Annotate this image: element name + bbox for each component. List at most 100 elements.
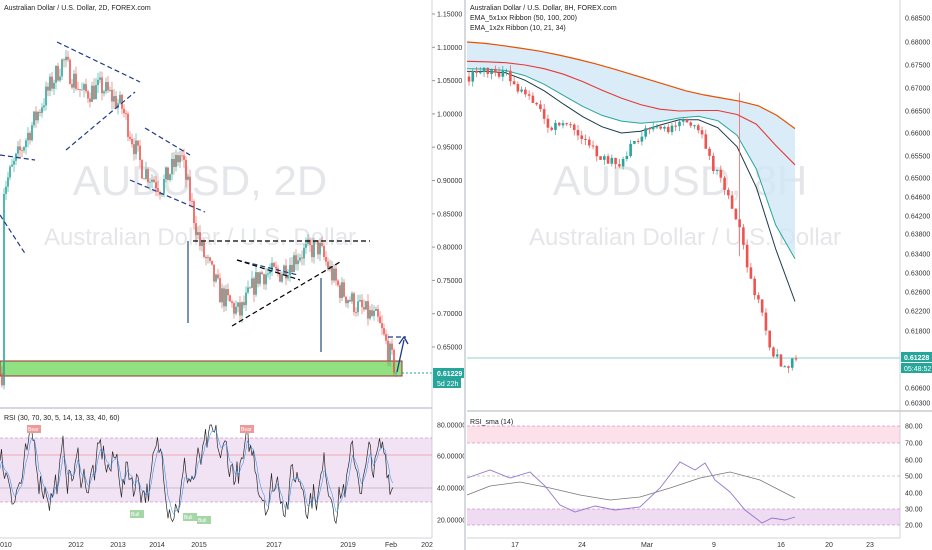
candle-body (760, 299, 764, 313)
candle-body (505, 70, 508, 72)
candle-body (115, 96, 117, 109)
candle-body (93, 85, 95, 100)
candle-body (251, 278, 253, 288)
candle-body (65, 56, 67, 61)
candle-body (287, 275, 289, 279)
candle-body (745, 244, 749, 268)
candle-body (337, 280, 339, 286)
candle-body (719, 169, 723, 178)
candle-body (265, 274, 267, 285)
candle-body (787, 366, 790, 368)
candle-body (191, 200, 193, 202)
candle-body (261, 272, 263, 275)
candle-body (584, 138, 587, 140)
right-time-axis[interactable]: 17 24 Mar 9 16 20 23 (511, 542, 874, 549)
candle-body (257, 272, 259, 284)
candle-body (9, 166, 11, 178)
candle-body (550, 127, 553, 130)
candle-body (494, 68, 497, 73)
time-tick-label: 202 (421, 542, 433, 549)
candle-body (700, 130, 704, 135)
candle-body (475, 71, 478, 73)
candle-body (165, 167, 167, 179)
candle-body (81, 89, 83, 91)
candle-body (123, 108, 125, 114)
candle-body (13, 160, 15, 165)
rsi-overbought-band (467, 426, 900, 443)
left-rsi-axis[interactable]: 80.00000 60.00000 40.00000 20.00000 (437, 423, 466, 525)
right-chart-panel[interactable]: AUDUSD, 8H Australian Dollar / U.S. Doll… (466, 0, 932, 549)
candle-body (263, 274, 265, 285)
candle-body (331, 265, 333, 281)
candle-body (153, 179, 155, 183)
time-tick-label: 2015 (191, 542, 207, 549)
candle-body (175, 155, 177, 167)
ema-ribbon-fill (467, 42, 795, 259)
candle-body (227, 289, 229, 296)
candle-body (693, 125, 696, 127)
candle-body (387, 340, 389, 361)
rsi-tick-label: 40.00000 (437, 486, 466, 493)
right-price-badge-text: 0.61228 (904, 355, 929, 362)
rsi-oversold-band (467, 509, 900, 525)
candle-body (323, 245, 325, 258)
candle-body (267, 273, 269, 275)
right-price-axis[interactable]: 0.68500 0.68000 0.67500 0.67000 0.66500 0.660… (905, 16, 930, 408)
price-tick-label: 0.63800 (905, 232, 930, 239)
candle-body (317, 240, 319, 255)
candle-body (610, 157, 614, 164)
candle-body (7, 177, 9, 187)
candle-body (35, 111, 37, 121)
candle-body (393, 349, 395, 373)
price-tick-label: 0.95000 (437, 145, 462, 152)
candle-body (303, 247, 305, 259)
candle-body (235, 306, 237, 314)
candle-body (347, 300, 349, 304)
candle-body (603, 156, 606, 160)
candle-body (155, 182, 157, 189)
price-tick-label: 0.90000 (437, 178, 462, 185)
bull-signal-label: Bull (131, 512, 139, 518)
candle-body (565, 123, 569, 125)
candle-body (651, 126, 655, 130)
rsi-tick-label: 70.00 (905, 441, 923, 448)
candle-body (29, 132, 31, 141)
candle-body (542, 109, 546, 119)
candle-body (572, 124, 576, 131)
left-rsi-line (0, 424, 394, 525)
ema-34-line (467, 70, 796, 302)
candle-body (772, 347, 775, 357)
candle-body (179, 155, 181, 163)
time-tick-label: 23 (866, 542, 874, 549)
candle-body (295, 255, 297, 265)
candle-body (281, 274, 283, 282)
candle-body (377, 308, 379, 317)
price-tick-label: 0.65000 (905, 176, 930, 183)
candle-body (490, 68, 493, 74)
candle-body (151, 179, 153, 182)
time-tick-label: 9 (712, 542, 716, 549)
candle-body (764, 312, 768, 331)
left-measure-lines (187, 241, 322, 352)
panel-divider[interactable] (464, 0, 466, 550)
ema-100-line (466, 60, 796, 166)
right-rsi-header: RSI_sma (14) (470, 419, 513, 426)
ema-200-line (466, 41, 796, 130)
candle-body (363, 307, 365, 310)
candle-body (127, 113, 129, 137)
candle-body (636, 140, 640, 142)
time-tick-label: 2014 (149, 542, 165, 549)
left-chart-panel[interactable]: AUDUSD, 2D Australian Dollar / U.S. Doll… (0, 0, 466, 549)
candle-body (723, 177, 726, 190)
right-rsi-axis[interactable]: 80.00 70.00 60.00 50.00 40.00 30.00 20.00 (905, 424, 923, 530)
candle-body (299, 257, 301, 261)
candle-body (109, 89, 111, 91)
left-time-axis[interactable]: 2010 2012 2013 2014 2015 2017 2019 Feb 202 (0, 542, 433, 549)
candle-body (742, 227, 745, 245)
candle-body (341, 282, 343, 298)
candle-body (385, 334, 387, 341)
candle-body (49, 76, 51, 91)
time-tick-label: Feb (385, 542, 397, 549)
left-price-axis[interactable]: 1.15000 1.10000 1.05000 1.00000 0.95000 0.900… (432, 12, 462, 352)
candle-body (41, 107, 43, 113)
